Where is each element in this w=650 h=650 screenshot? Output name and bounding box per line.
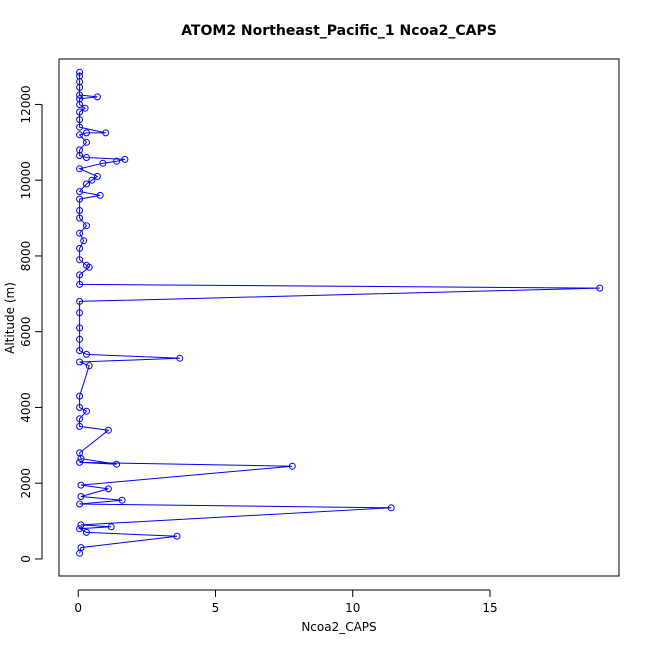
data-point <box>76 458 84 466</box>
data-point <box>113 460 121 468</box>
data-point <box>83 180 90 188</box>
y-tick-label: 4000 <box>19 392 33 423</box>
data-point <box>85 362 93 370</box>
data-point <box>77 481 85 489</box>
data-point <box>76 244 84 252</box>
data-point <box>83 528 90 536</box>
data-point <box>76 146 84 154</box>
data-point <box>76 68 84 76</box>
y-axis: 0 2000 4000 6000 8000 10000 12000 <box>19 85 43 563</box>
data-point <box>76 449 84 457</box>
data-point <box>76 324 84 332</box>
y-tick-label: 10000 <box>19 161 33 199</box>
y-tick-label: 6000 <box>19 316 33 347</box>
data-point <box>76 347 84 355</box>
data-point <box>176 354 184 362</box>
data-point <box>118 496 126 504</box>
data-point <box>76 309 84 317</box>
data-point <box>113 157 121 165</box>
y-tick-label: 0 <box>19 555 33 563</box>
data-point <box>102 129 110 137</box>
data-point <box>121 155 129 163</box>
data-point <box>81 104 89 112</box>
data-point <box>76 207 84 214</box>
data-point <box>76 271 84 279</box>
data-point <box>76 195 84 203</box>
data-point <box>104 485 112 493</box>
data-point <box>387 504 395 512</box>
data-point <box>76 214 84 222</box>
data-point <box>99 159 107 167</box>
data-point <box>76 72 84 80</box>
data-point <box>83 154 90 161</box>
data-point <box>77 493 85 500</box>
data-point <box>76 165 84 173</box>
data-point <box>104 426 112 434</box>
x-tick-label: 5 <box>212 601 220 615</box>
plot-area <box>76 68 604 557</box>
data-point <box>76 500 84 508</box>
data-point <box>76 116 84 124</box>
x-tick-label: 0 <box>74 601 82 615</box>
data-point <box>83 407 90 415</box>
data-point <box>83 222 90 230</box>
data-point <box>76 123 84 131</box>
data-point <box>83 261 90 269</box>
data-point <box>76 131 84 139</box>
plot-frame <box>58 58 620 577</box>
data-point <box>76 256 84 264</box>
data-point <box>93 172 101 180</box>
data-point <box>76 335 84 343</box>
data-point <box>76 108 84 116</box>
data-point <box>596 284 604 292</box>
data-point <box>80 237 88 245</box>
data-point <box>76 422 84 430</box>
data-point <box>76 358 84 366</box>
x-tick-label: 15 <box>482 601 497 615</box>
x-tick-label: 10 <box>345 601 360 615</box>
data-point <box>83 129 90 137</box>
y-axis-label: Altitude (m) <box>3 282 17 354</box>
data-point <box>83 350 90 358</box>
data-point <box>77 521 85 529</box>
data-point <box>76 297 84 305</box>
data-point <box>96 191 104 199</box>
data-point <box>76 404 84 411</box>
data-point <box>76 229 84 237</box>
data-point <box>76 188 84 196</box>
data-point <box>76 415 84 423</box>
y-tick-label: 2000 <box>19 468 33 499</box>
x-axis-label: Ncoa2_CAPS <box>301 620 376 634</box>
data-point <box>93 93 101 101</box>
data-point <box>83 138 90 146</box>
y-tick-label: 12000 <box>19 85 33 123</box>
data-point <box>76 95 84 103</box>
chart-title: ATOM2 Northeast_Pacific_1 Ncoa2_CAPS <box>181 23 497 39</box>
y-tick-label: 8000 <box>19 241 33 272</box>
data-point <box>77 544 85 552</box>
data-point <box>76 91 84 99</box>
data-point <box>88 176 96 184</box>
data-point <box>288 462 296 470</box>
data-point <box>107 523 115 531</box>
data-point <box>76 525 84 533</box>
x-axis: 0 5 10 15 <box>74 589 498 615</box>
series-line <box>77 72 600 554</box>
data-point <box>76 392 84 400</box>
data-point <box>76 280 84 288</box>
data-point <box>173 532 181 540</box>
